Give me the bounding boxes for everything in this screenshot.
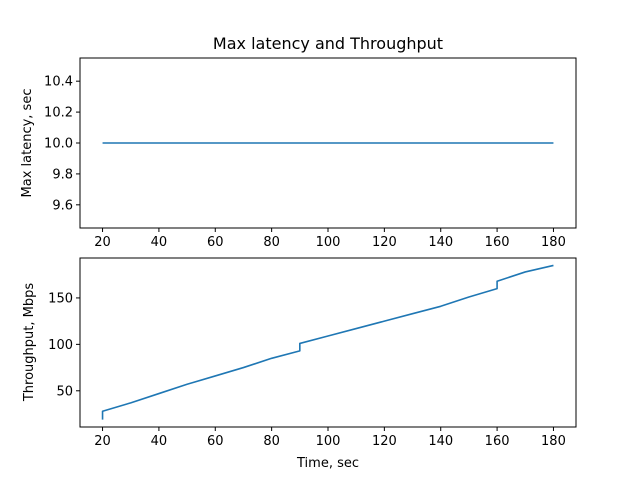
chart-title: Max latency and Throughput [213, 34, 443, 53]
latency-y-tick-label: 9.6 [52, 198, 73, 213]
throughput-x-tick-label: 140 [428, 434, 453, 449]
throughput-x-tick-label: 120 [372, 434, 397, 449]
throughput-x-tick-label: 180 [541, 434, 566, 449]
latency-x-tick-label: 100 [316, 235, 341, 250]
throughput-series [101, 264, 554, 420]
latency-y-tick-label: 10.0 [44, 137, 73, 152]
latency-x-tick-label: 60 [207, 235, 224, 250]
throughput-x-tick-label: 60 [207, 434, 224, 449]
throughput-panel: 20 40 60 80 100 120 140 160 180 50 100 150 Through… [22, 257, 577, 471]
latency-y-tick-label: 9.8 [52, 167, 73, 182]
latency-x-ticks: 20 40 60 80 100 120 140 160 180 [94, 228, 566, 250]
throughput-line [101, 264, 554, 420]
latency-y-tick-label: 10.4 [44, 75, 73, 90]
latency-y-ticks: 9.6 9.8 10.0 10.2 10.4 [44, 75, 80, 213]
latency-y-tick-label: 10.2 [44, 106, 73, 121]
throughput-x-ticks: 20 40 60 80 100 120 140 160 180 [94, 427, 566, 449]
latency-x-tick-label: 180 [541, 235, 566, 250]
latency-x-tick-label: 80 [263, 235, 280, 250]
throughput-y-tick-label: 100 [48, 338, 73, 353]
throughput-y-tick-label: 50 [56, 384, 73, 399]
throughput-x-tick-label: 40 [151, 434, 168, 449]
throughput-y-ticks: 50 100 150 [48, 291, 80, 399]
latency-x-tick-label: 140 [428, 235, 453, 250]
latency-x-tick-label: 160 [485, 235, 510, 250]
latency-y-label: Max latency, sec [20, 89, 35, 198]
throughput-x-tick-label: 20 [94, 434, 111, 449]
throughput-axes-frame [79, 257, 577, 428]
latency-x-tick-label: 40 [151, 235, 168, 250]
throughput-x-tick-label: 160 [485, 434, 510, 449]
throughput-y-tick-label: 150 [48, 291, 73, 306]
throughput-x-tick-label: 100 [316, 434, 341, 449]
throughput-x-label: Time, sec [296, 456, 359, 471]
latency-x-tick-label: 120 [372, 235, 397, 250]
throughput-y-label: Throughput, Mbps [22, 283, 37, 402]
latency-panel: 20 40 60 80 100 120 140 160 180 9.6 9.8 10.0 10.2 10… [20, 57, 577, 250]
throughput-x-tick-label: 80 [263, 434, 280, 449]
latency-x-tick-label: 20 [94, 235, 111, 250]
